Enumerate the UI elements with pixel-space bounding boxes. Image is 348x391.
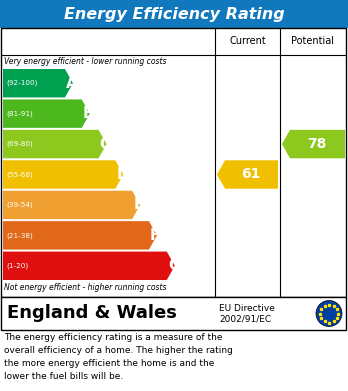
Text: Not energy efficient - higher running costs: Not energy efficient - higher running co… bbox=[4, 283, 166, 292]
Text: B: B bbox=[83, 106, 94, 121]
Circle shape bbox=[316, 301, 342, 326]
Text: Very energy efficient - lower running costs: Very energy efficient - lower running co… bbox=[4, 57, 166, 66]
Text: G: G bbox=[168, 258, 180, 273]
Text: Current: Current bbox=[229, 36, 266, 47]
Text: (1-20): (1-20) bbox=[6, 262, 28, 269]
Text: F: F bbox=[150, 228, 160, 243]
Text: Energy Efficiency Rating: Energy Efficiency Rating bbox=[64, 7, 284, 22]
Text: 2002/91/EC: 2002/91/EC bbox=[219, 314, 271, 323]
Text: (92-100): (92-100) bbox=[6, 80, 37, 86]
Bar bbox=[0, 0, 348, 28]
Polygon shape bbox=[282, 130, 345, 158]
Text: (69-80): (69-80) bbox=[6, 141, 33, 147]
Polygon shape bbox=[3, 99, 90, 128]
Polygon shape bbox=[3, 130, 106, 158]
Text: The energy efficiency rating is a measure of the
overall efficiency of a home. T: The energy efficiency rating is a measur… bbox=[4, 333, 233, 380]
Text: (55-68): (55-68) bbox=[6, 171, 33, 178]
Bar bbox=[1, 297, 346, 330]
Text: C: C bbox=[100, 136, 111, 152]
Text: 61: 61 bbox=[241, 167, 260, 181]
Text: D: D bbox=[116, 167, 129, 182]
Text: EU Directive: EU Directive bbox=[219, 304, 275, 313]
Polygon shape bbox=[217, 160, 278, 189]
Text: E: E bbox=[133, 197, 143, 212]
Bar bbox=[1, 28, 346, 297]
Polygon shape bbox=[3, 69, 73, 97]
Text: England & Wales: England & Wales bbox=[7, 305, 177, 323]
Polygon shape bbox=[3, 191, 140, 219]
Text: Potential: Potential bbox=[292, 36, 334, 47]
Text: (39-54): (39-54) bbox=[6, 202, 33, 208]
Text: A: A bbox=[66, 76, 78, 91]
Polygon shape bbox=[3, 221, 157, 249]
Polygon shape bbox=[3, 160, 123, 189]
Text: 78: 78 bbox=[307, 137, 326, 151]
Text: (81-91): (81-91) bbox=[6, 110, 33, 117]
Text: (21-38): (21-38) bbox=[6, 232, 33, 239]
Polygon shape bbox=[3, 251, 175, 280]
